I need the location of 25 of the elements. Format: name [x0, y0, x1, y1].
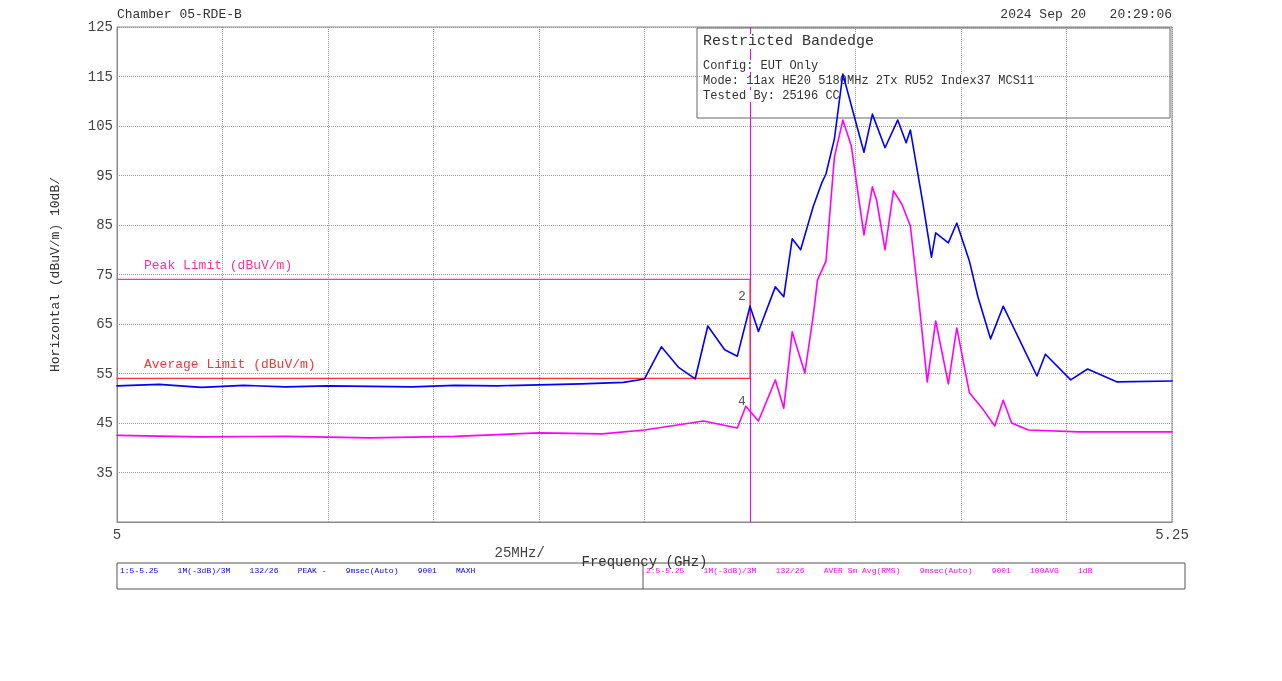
y-tick-label: 105 [87, 118, 113, 134]
line-series [116, 73, 1173, 389]
y-tick-label: 125 [87, 19, 113, 35]
annotation: 2 [738, 289, 746, 305]
x-tick-label: 5 [112, 527, 122, 543]
y-tick-label: 55 [96, 365, 113, 382]
y-tick-label: 115 [87, 68, 113, 85]
y-tick-label: 85 [96, 217, 113, 233]
text: 1:5-5.25 1M(-3dB)/3M 132/26 PEAK - 9msec(Auto) 9001 MAXH [120, 565, 476, 575]
y-axis-title: Horizontal (dBuV/m) 10dB/ [48, 176, 63, 373]
annotation: Tested By: 25196 CC [703, 89, 840, 103]
series-label: Average Limit (dBuV/m) [144, 357, 316, 373]
series-label: Peak Limit (dBuV/m) [144, 258, 293, 274]
y-tick-label: 45 [96, 415, 113, 431]
annotation: 4 [738, 393, 746, 409]
text: 2024 Sep 20 20:29:06 [1000, 7, 1172, 22]
chart-subtitle: Restricted Bandedge [703, 33, 875, 50]
y-tick-label: 95 [96, 167, 113, 184]
y-tick-label: 75 [96, 266, 113, 283]
y-tick-label: 35 [96, 464, 113, 481]
y-tick-label: 65 [96, 316, 113, 332]
x-tick-label: 5.25 [1155, 527, 1189, 543]
text: 25MHz/ [494, 545, 545, 561]
chart-title: Chamber 05-RDE-B [117, 7, 243, 22]
annotation: Config: EUT Only [703, 59, 819, 73]
